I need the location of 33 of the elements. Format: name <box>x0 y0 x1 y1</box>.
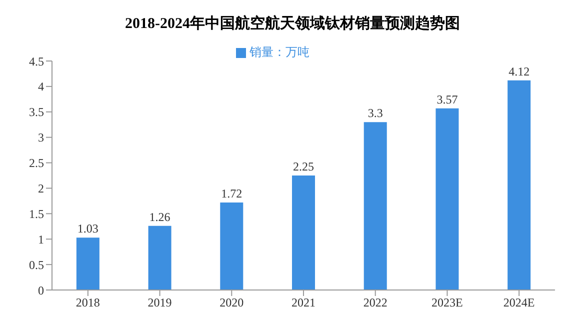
y-tick-label: 1 <box>38 232 44 246</box>
y-tick-label: 4.5 <box>29 54 44 68</box>
data-label: 1.26 <box>149 210 170 224</box>
data-label: 4.12 <box>508 64 530 78</box>
bar <box>220 202 244 290</box>
y-tick-label: 2.5 <box>29 156 44 170</box>
data-label: 3.3 <box>368 106 383 120</box>
y-tick-label: 0.5 <box>29 258 44 272</box>
data-label: 3.57 <box>436 92 458 106</box>
bar <box>436 108 459 290</box>
x-tick-label: 2022 <box>363 296 388 310</box>
y-tick-label: 0 <box>38 283 44 298</box>
chart-title: 2018-2024年中国航空航天领域钛材销量预测趋势图 <box>124 14 461 34</box>
y-tick-label: 3 <box>38 130 44 145</box>
bar <box>508 80 531 290</box>
bar <box>148 226 172 290</box>
data-label: 2.25 <box>293 160 314 174</box>
data-label: 1.03 <box>77 222 98 236</box>
data-label: 1.72 <box>221 186 242 200</box>
y-tick-label: 3.5 <box>29 105 44 120</box>
y-tick-label: 4 <box>38 80 44 94</box>
x-tick-label: 2023E <box>432 296 463 310</box>
y-tick-label: 2 <box>38 181 44 196</box>
x-tick-label: 2019 <box>148 296 172 310</box>
x-tick-label: 2020 <box>220 296 244 310</box>
x-tick-label: 2018 <box>76 296 100 310</box>
bar <box>292 176 316 290</box>
x-tick-label: 2024E <box>503 296 535 310</box>
bar <box>364 122 387 290</box>
x-tick-label: 2021 <box>292 296 316 310</box>
bar <box>76 238 100 290</box>
y-tick-label: 1.5 <box>29 206 44 221</box>
legend-label: 销量：万吨 <box>250 45 310 59</box>
